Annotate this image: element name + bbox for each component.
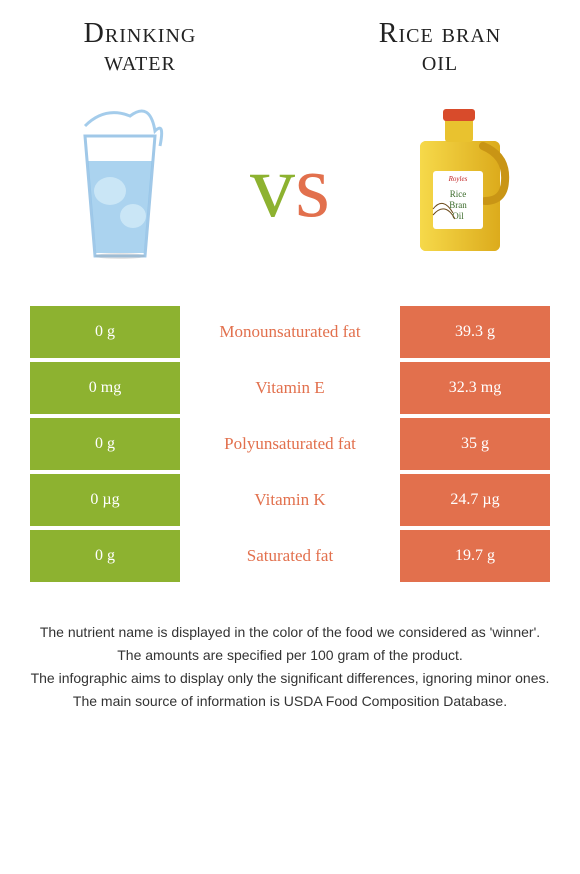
right-value: 24.7 µg bbox=[400, 474, 550, 526]
left-title-line2: water bbox=[104, 46, 176, 77]
right-title-line1: Rice bran bbox=[379, 18, 501, 49]
right-title-line2: oil bbox=[422, 46, 458, 77]
image-row: vs Royles Rice Bran Oil bbox=[0, 86, 580, 306]
footer-notes: The nutrient name is displayed in the co… bbox=[0, 582, 580, 724]
nutrient-label: Polyunsaturated fat bbox=[180, 418, 400, 470]
left-title: Drinking water bbox=[40, 20, 240, 76]
table-row: 0 gPolyunsaturated fat35 g bbox=[30, 418, 550, 474]
water-glass-icon bbox=[40, 96, 200, 276]
left-value: 0 µg bbox=[30, 474, 180, 526]
left-value: 0 g bbox=[30, 418, 180, 470]
right-value: 39.3 g bbox=[400, 306, 550, 358]
right-title: Rice bran oil bbox=[340, 20, 540, 76]
left-value: 0 g bbox=[30, 306, 180, 358]
left-value: 0 g bbox=[30, 530, 180, 582]
nutrient-label: Monounsaturated fat bbox=[180, 306, 400, 358]
nutrient-label: Vitamin E bbox=[180, 362, 400, 414]
left-title-line1: Drinking bbox=[84, 18, 197, 49]
header: Drinking water Rice bran oil bbox=[0, 0, 580, 86]
footer-line: The infographic aims to display only the… bbox=[20, 668, 560, 689]
comparison-table: 0 gMonounsaturated fat39.3 g0 mgVitamin … bbox=[30, 306, 550, 582]
right-value: 32.3 mg bbox=[400, 362, 550, 414]
svg-text:Oil: Oil bbox=[452, 211, 464, 221]
vs-s: s bbox=[295, 137, 330, 236]
right-value: 19.7 g bbox=[400, 530, 550, 582]
oil-bottle-icon: Royles Rice Bran Oil bbox=[380, 96, 540, 276]
footer-line: The nutrient name is displayed in the co… bbox=[20, 622, 560, 643]
nutrient-label: Vitamin K bbox=[180, 474, 400, 526]
table-row: 0 gSaturated fat19.7 g bbox=[30, 530, 550, 582]
footer-line: The main source of information is USDA F… bbox=[20, 691, 560, 712]
footer-line: The amounts are specified per 100 gram o… bbox=[20, 645, 560, 666]
right-value: 35 g bbox=[400, 418, 550, 470]
left-value: 0 mg bbox=[30, 362, 180, 414]
vs-label: vs bbox=[250, 135, 330, 238]
nutrient-label: Saturated fat bbox=[180, 530, 400, 582]
svg-text:Rice: Rice bbox=[450, 189, 467, 199]
table-row: 0 gMonounsaturated fat39.3 g bbox=[30, 306, 550, 362]
vs-v: v bbox=[250, 137, 295, 236]
svg-text:Royles: Royles bbox=[448, 175, 468, 183]
table-row: 0 mgVitamin E32.3 mg bbox=[30, 362, 550, 418]
svg-text:Bran: Bran bbox=[449, 200, 467, 210]
table-row: 0 µgVitamin K24.7 µg bbox=[30, 474, 550, 530]
